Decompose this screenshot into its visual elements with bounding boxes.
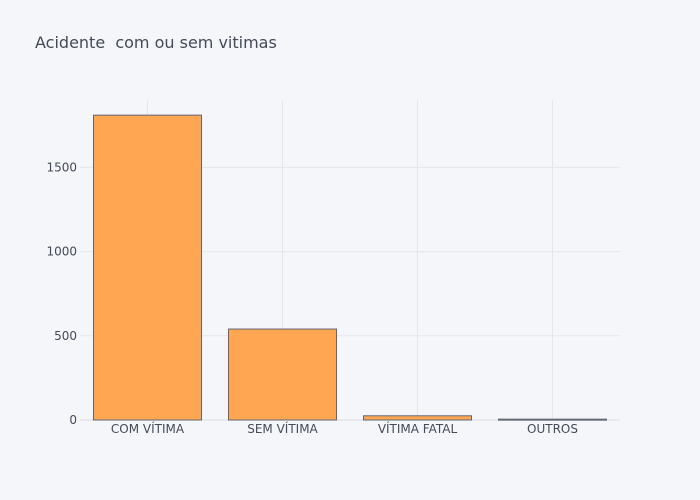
chart-title: Acidente com ou sem vitimas	[35, 33, 277, 52]
y-tick-label: 0	[69, 413, 77, 427]
bar-2	[363, 415, 472, 421]
x-tick-label: VÍTIMA FATAL	[378, 421, 458, 436]
bar-0	[93, 114, 202, 421]
x-tick-label: SEM VÍTIMA	[247, 421, 318, 436]
bar-1	[228, 328, 337, 421]
bar-3	[498, 418, 607, 421]
x-tick-label: COM VÍTIMA	[111, 421, 185, 436]
y-tick-label: 1000	[46, 245, 77, 259]
x-tick-label: OUTROS	[527, 422, 578, 436]
y-tick-label: 1500	[46, 160, 77, 174]
y-tick-label: 500	[54, 329, 77, 343]
